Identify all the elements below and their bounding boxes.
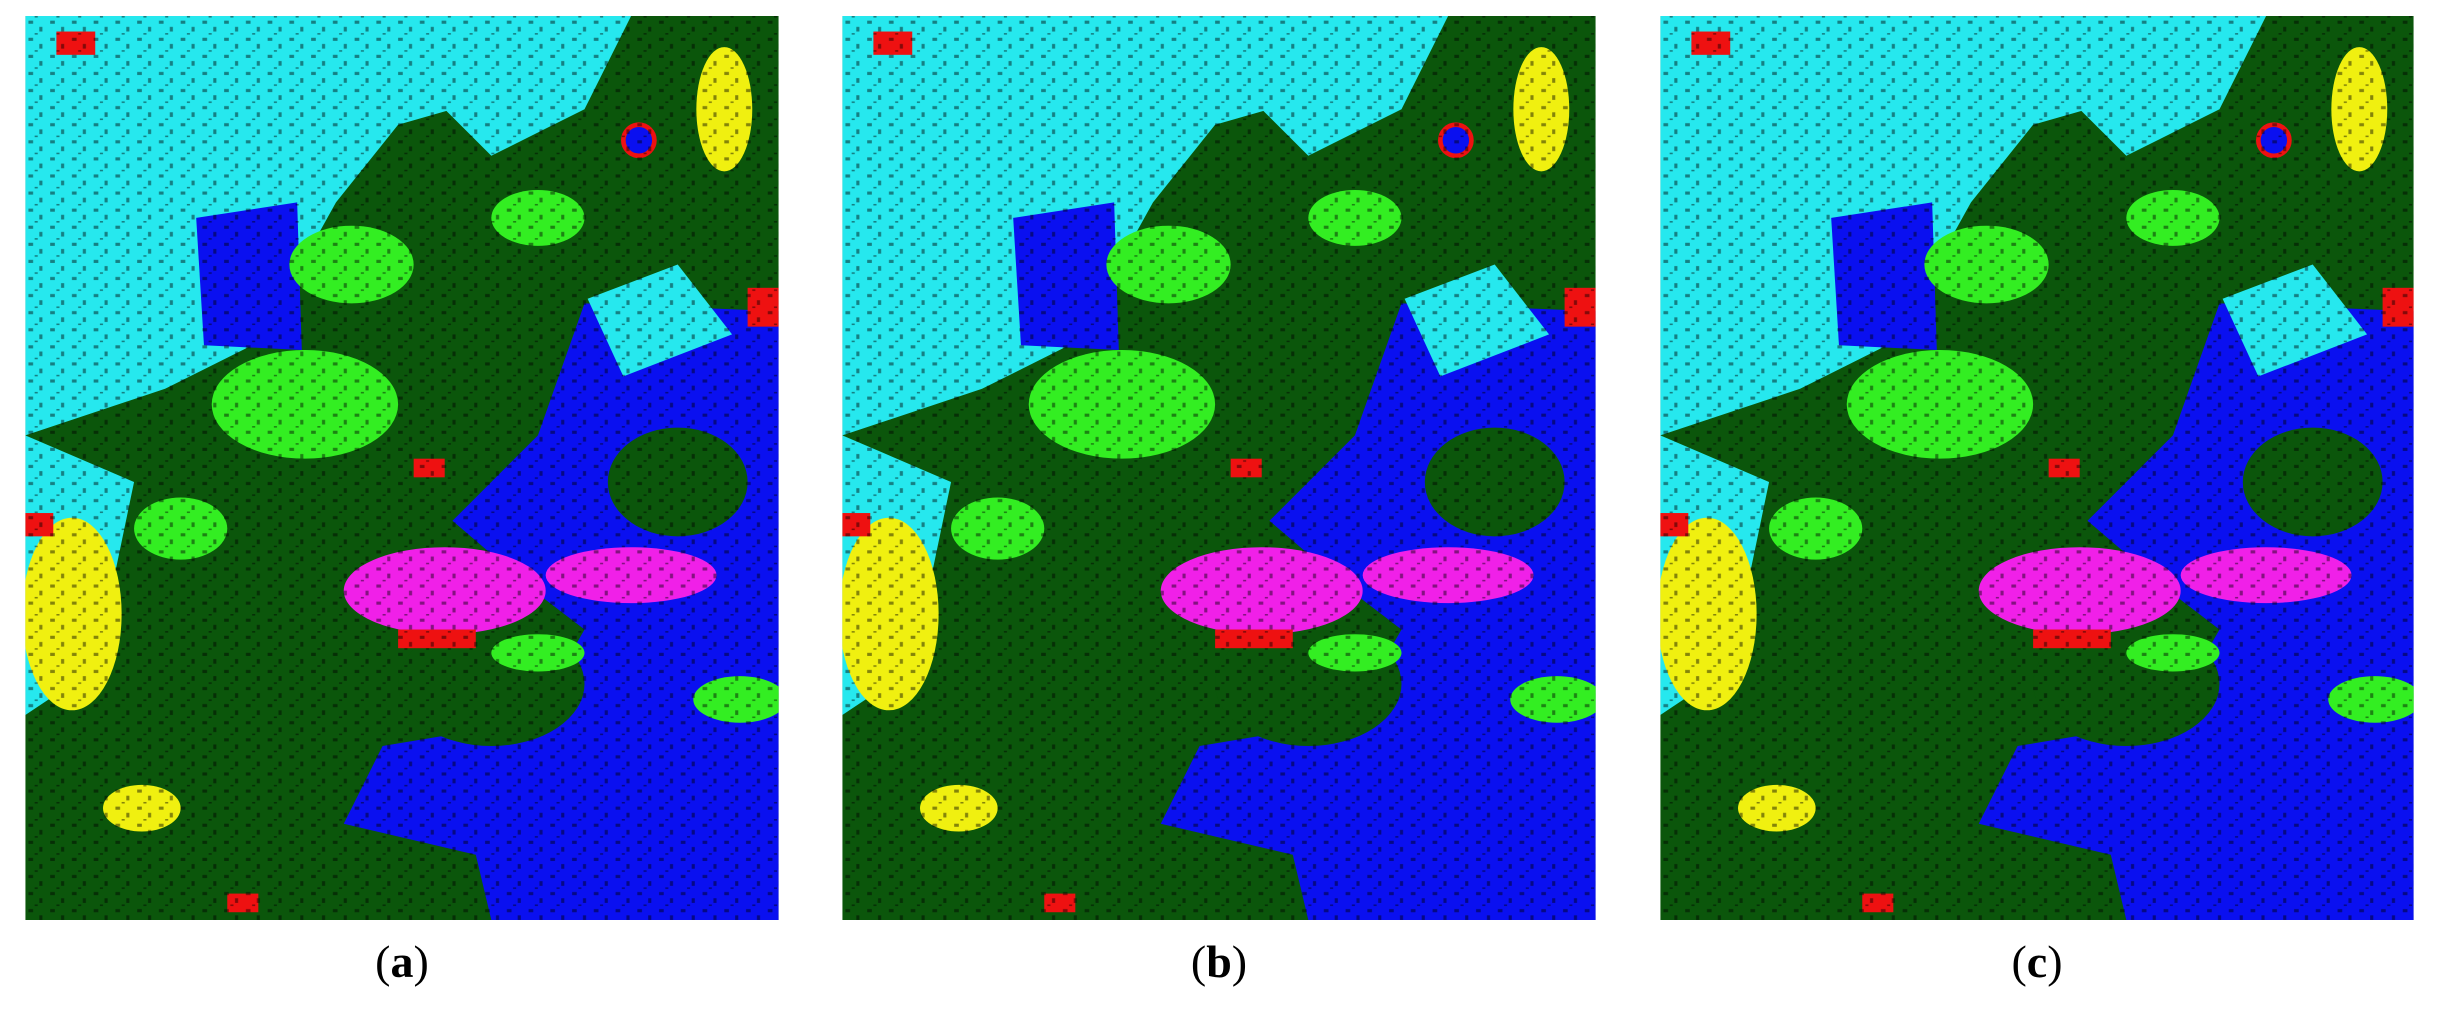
panel-caption: (a) [25,935,779,988]
caption-letter: b [1206,936,1232,987]
panel-caption: (c) [1660,935,2414,988]
caption-paren: ( [375,936,391,987]
classification-map [25,16,779,920]
caption-letter: a [390,936,414,987]
caption-paren: ( [1190,936,1207,987]
caption-paren: ) [2047,936,2063,987]
panel-caption: (b) [842,935,1596,988]
classification-map [1660,16,2414,920]
caption-paren: ) [413,936,429,987]
caption-paren: ( [2011,936,2027,987]
classification-map [842,16,1596,920]
caption-letter: c [2026,936,2048,987]
caption-paren: ) [1231,936,1248,987]
